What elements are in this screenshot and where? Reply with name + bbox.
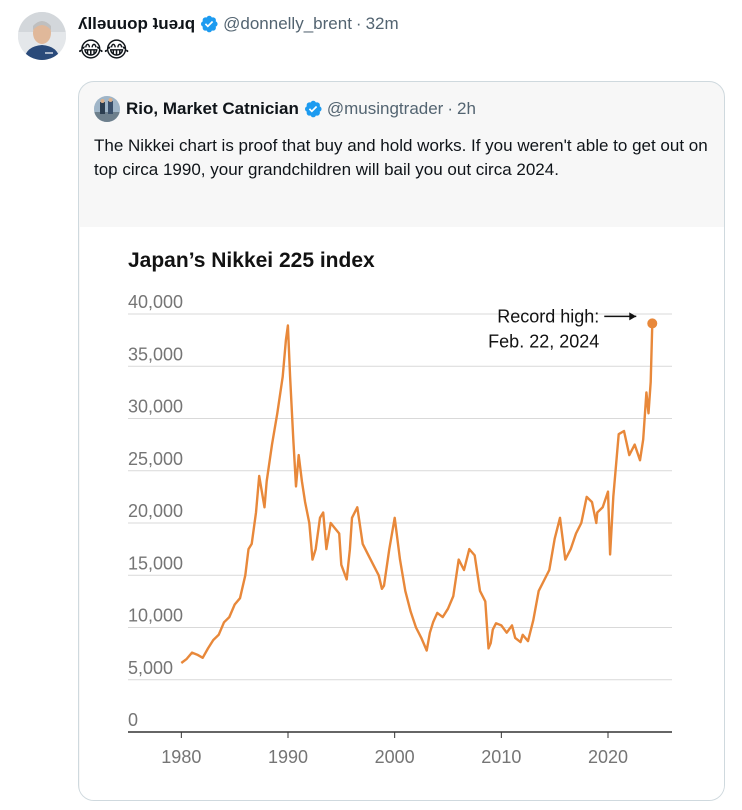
quoted-author-handle: @musingtrader <box>326 99 444 118</box>
chart-image[interactable]: 0 5,000 10,000 15,000 20,000 25,000 30,000 35,0… <box>80 227 724 800</box>
x-tick-label: 2010 <box>481 747 521 767</box>
chart-title: Japan’s Nikkei 225 index <box>128 249 375 272</box>
y-tick-label: 40,000 <box>128 292 183 312</box>
record-high-annotation: Record high: Feb. 22, 2024 <box>488 306 637 351</box>
x-tick-label: 2000 <box>375 747 415 767</box>
quoted-author-display-name: Rio, Market Catnician <box>126 99 299 118</box>
annotation-line-1: Record high: <box>497 306 599 326</box>
tweet-text: 😂😂 <box>78 38 130 63</box>
quoted-tweet-text: The Nikkei chart is proof that buy and h… <box>94 136 708 179</box>
chart-axes: 0 5,000 10,000 15,000 20,000 25,000 30,000 35,0… <box>128 292 672 767</box>
quoted-author-avatar <box>94 96 120 122</box>
quoted-tweet-header: Rio, Market Catnician @musingtrader · 2h <box>94 96 476 122</box>
nikkei-series-line <box>180 323 654 664</box>
y-tick-label: 20,000 <box>128 501 183 521</box>
x-tick-label: 1980 <box>161 747 201 767</box>
x-tick-label: 2020 <box>588 747 628 767</box>
y-tick-label: 10,000 <box>128 606 183 626</box>
chart-gridlines <box>128 313 672 681</box>
quoted-author-avatar-image <box>94 96 120 122</box>
y-tick-label: 25,000 <box>128 449 183 469</box>
header-separator: · <box>355 14 362 33</box>
y-tick-label: 0 <box>128 710 138 730</box>
tweet-header: ʎllǝuuop ʇuǝɹq @donnelly_brent · 32m <box>78 12 399 36</box>
author-display-name[interactable]: ʎllǝuuop ʇuǝɹq <box>78 14 196 33</box>
x-tick-label: 1990 <box>268 747 308 767</box>
quoted-verified-badge-icon <box>304 100 322 118</box>
tweet-timestamp[interactable]: 32m <box>365 14 399 33</box>
author-avatar-image <box>18 12 66 60</box>
author-handle[interactable]: @donnelly_brent <box>223 14 352 33</box>
author-avatar[interactable] <box>18 12 66 60</box>
y-tick-label: 30,000 <box>128 397 183 417</box>
nikkei-chart: 0 5,000 10,000 15,000 20,000 25,000 30,000 35,0… <box>128 249 672 767</box>
quoted-timestamp: 2h <box>457 99 476 118</box>
annotation-line-2: Feb. 22, 2024 <box>488 331 599 351</box>
annotation-arrowhead <box>629 312 637 321</box>
y-tick-label: 15,000 <box>128 553 183 573</box>
y-tick-label: 35,000 <box>128 344 183 364</box>
quoted-header-separator: · <box>447 99 454 118</box>
quoted-tweet-card[interactable]: Rio, Market Catnician @musingtrader · 2h… <box>78 81 725 801</box>
y-tick-label: 5,000 <box>128 658 173 678</box>
verified-badge-icon[interactable] <box>199 14 219 34</box>
record-high-point <box>647 318 658 329</box>
